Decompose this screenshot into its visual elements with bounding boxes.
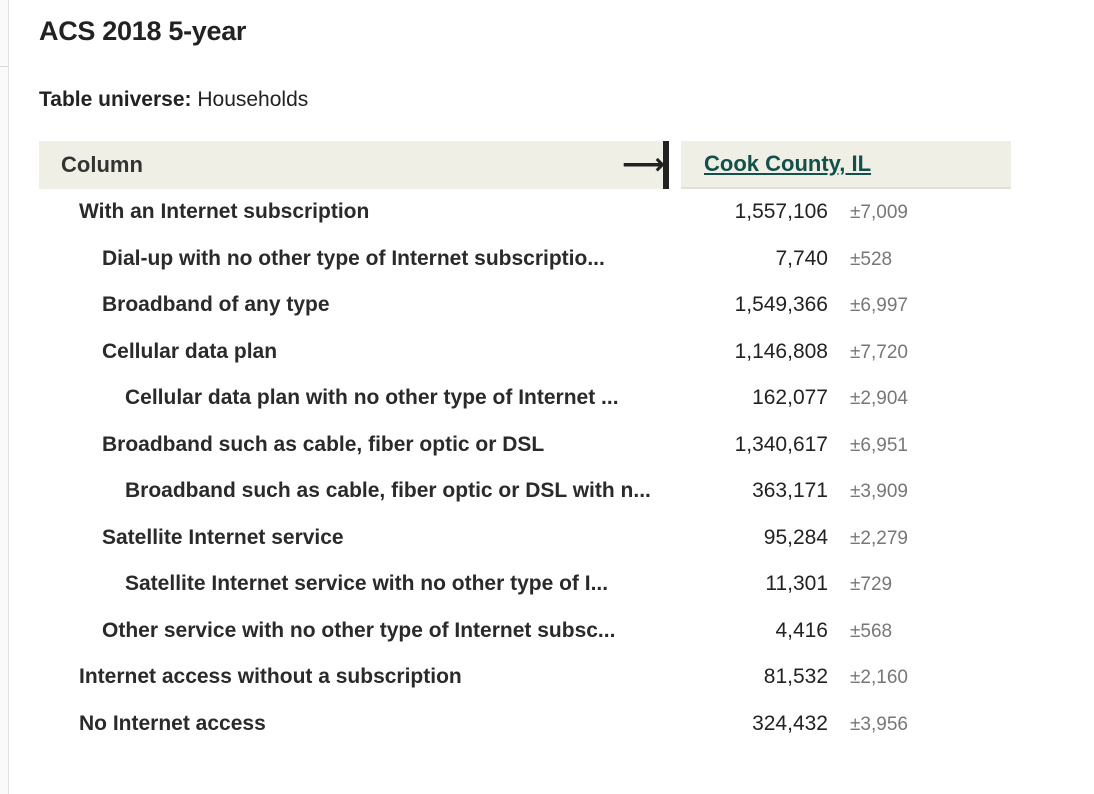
row-margin-of-error: ±2,904 [850,388,908,409]
row-margin-of-error: ±2,279 [850,527,908,549]
table-universe: Table universe: Households [39,88,308,112]
table-body: With an Internet subscription 1,557,106 ±7… [39,189,1011,747]
column-divider [663,141,669,189]
table-row: Broadband such as cable, fiber optic or … [39,468,1011,515]
row-value: 11,301 [765,572,828,595]
row-value: 4,416 [775,618,828,642]
table-header: Column ⟶ Cook County, IL [39,141,1011,189]
row-margin-of-error: ±7,720 [850,341,908,363]
table-universe-label: Table universe: [39,88,192,111]
table-row: Internet access without a subscription 81… [39,654,1011,701]
row-value: 162,077 [752,386,828,409]
page-left-edge [0,0,9,794]
row-margin-of-error: ±7,009 [850,202,908,223]
table-row: Satellite Internet service 95,284 ±2,279 [39,515,1011,562]
row-value: 1,549,366 [734,293,828,316]
row-value: 1,340,617 [734,432,828,456]
row-label: Internet access without a subscription [79,665,462,688]
row-label: Cellular data plan with no other type of… [125,386,619,409]
page-edge-divider [0,66,8,67]
column-header-cell: Column ⟶ [39,141,666,189]
row-label: Satellite Internet service with no other… [125,572,609,595]
table-row: Cellular data plan 1,146,808 ±7,720 [39,329,1011,376]
row-value: 81,532 [763,665,828,688]
row-margin-of-error: ±6,997 [850,295,908,316]
table-row: Cellular data plan with no other type of… [39,375,1011,422]
geography-header-cell: Cook County, IL [681,141,1011,189]
table-row: Broadband of any type 1,549,366 ±6,997 [39,282,1011,329]
table-row: Broadband such as cable, fiber optic or … [39,422,1011,469]
row-margin-of-error: ±3,909 [850,481,908,502]
row-label: Satellite Internet service [102,525,344,549]
row-value: 324,432 [752,711,828,735]
row-value: 1,557,106 [734,200,828,223]
row-value: 7,740 [775,246,828,270]
row-label: Broadband such as cable, fiber optic or … [125,479,651,502]
release-title: ACS 2018 5-year [39,16,247,46]
row-label: Broadband such as cable, fiber optic or … [102,432,545,456]
row-label: Other service with no other type of Inte… [102,618,616,642]
right-arrow-icon[interactable]: ⟶ [622,148,666,181]
data-table: Column ⟶ Cook County, IL With an Interne… [39,141,1011,747]
row-margin-of-error: ±568 [850,620,893,642]
row-margin-of-error: ±6,951 [850,434,908,456]
row-margin-of-error: ±528 [850,248,893,270]
table-row: With an Internet subscription 1,557,106 ±7… [39,189,1011,236]
row-margin-of-error: ±3,956 [850,713,908,735]
row-value: 363,171 [752,479,828,502]
table-row: Other service with no other type of Inte… [39,608,1011,655]
row-label: Broadband of any type [102,293,330,316]
column-header-label: Column [61,152,143,177]
table-row: No Internet access 324,432 ±3,956 [39,701,1011,748]
row-margin-of-error: ±2,160 [850,667,908,688]
geography-link[interactable]: Cook County, IL [704,151,872,176]
row-label: No Internet access [79,711,266,735]
row-margin-of-error: ±729 [850,574,893,595]
row-label: With an Internet subscription [79,200,370,223]
table-universe-value: Households [197,88,309,111]
row-label: Cellular data plan [102,339,278,363]
row-value: 1,146,808 [734,339,828,363]
row-label: Dial-up with no other type of Internet s… [102,246,605,270]
table-row: Dial-up with no other type of Internet s… [39,236,1011,283]
table-row: Satellite Internet service with no other… [39,561,1011,608]
row-value: 95,284 [763,525,828,549]
